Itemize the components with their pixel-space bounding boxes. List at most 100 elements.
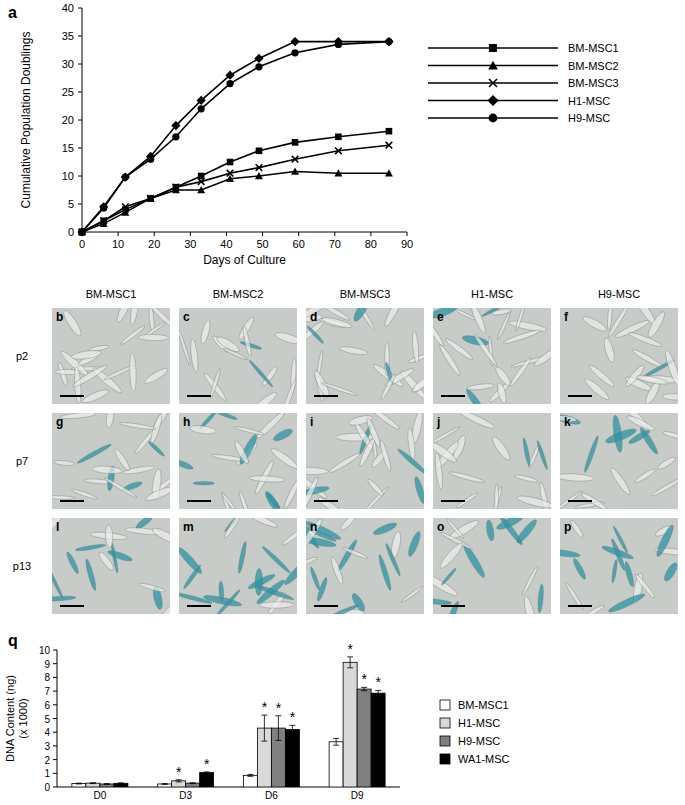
error-bar <box>190 782 196 784</box>
tick <box>78 176 82 177</box>
cell <box>612 526 629 554</box>
bar <box>100 784 114 787</box>
tick <box>53 773 57 774</box>
column-label: H1-MSC <box>471 288 513 300</box>
cell <box>461 542 487 579</box>
cell <box>645 310 667 340</box>
cell <box>84 558 97 591</box>
tick <box>53 663 57 664</box>
marker <box>122 173 129 180</box>
micrograph-bg <box>179 308 297 404</box>
cell <box>516 494 551 509</box>
marker <box>100 204 107 211</box>
significance: * <box>276 700 282 716</box>
cell <box>400 585 423 603</box>
x-label: Days of Culture <box>203 253 286 267</box>
tick <box>298 232 299 236</box>
marker <box>384 37 393 46</box>
bar <box>72 784 86 787</box>
marker <box>292 156 299 163</box>
marker <box>79 229 86 236</box>
tick-label: 9 <box>44 659 50 670</box>
scale-bar <box>187 605 211 607</box>
tick-label: 30 <box>184 238 196 250</box>
bar <box>86 783 100 787</box>
legend-label: H9-MSC <box>458 735 500 747</box>
tick-label: 8 <box>44 672 50 683</box>
bar <box>186 783 200 787</box>
error-bar <box>118 782 124 784</box>
cell <box>129 308 140 325</box>
legend-label: H1-MSC <box>458 717 500 729</box>
tick-label: 2 <box>44 755 50 766</box>
significance: * <box>290 709 296 725</box>
cell <box>272 427 294 443</box>
cell <box>411 330 419 364</box>
cell <box>627 429 650 446</box>
cell <box>537 584 544 613</box>
error-bar <box>289 725 295 733</box>
legend: BM-MSC1BM-MSC2BM-MSC3H1-MSCH9-MSC <box>428 42 619 124</box>
cell <box>623 561 635 587</box>
marker <box>334 169 342 176</box>
cell <box>514 474 539 484</box>
bar <box>357 689 371 787</box>
error-bar <box>247 774 253 776</box>
micrograph-bg <box>560 518 678 614</box>
panel-label: c <box>183 310 190 324</box>
marker <box>386 142 393 149</box>
cell <box>440 567 457 586</box>
marker <box>173 184 180 191</box>
cell <box>351 308 370 323</box>
marker <box>291 168 299 175</box>
cell <box>587 363 616 389</box>
cell <box>306 556 318 568</box>
category-label: D6 <box>265 790 278 801</box>
panel-label: f <box>564 310 569 324</box>
tick <box>334 232 335 236</box>
tick-label: 5 <box>44 714 50 725</box>
cell <box>396 447 424 476</box>
marker <box>335 134 342 141</box>
category-label: D9 <box>351 790 364 801</box>
cell <box>481 308 511 318</box>
cell <box>321 381 358 396</box>
cell <box>306 476 320 509</box>
panel-label: o <box>437 520 444 534</box>
cell <box>261 545 291 574</box>
row-label: p13 <box>13 560 31 572</box>
scale-bar <box>60 500 84 502</box>
marker <box>225 71 234 80</box>
cell <box>656 455 676 471</box>
tick <box>53 691 57 692</box>
cell <box>514 308 526 332</box>
tick <box>78 120 82 121</box>
cell <box>218 581 224 602</box>
error-bar <box>90 782 96 784</box>
cell <box>214 413 237 421</box>
significance: * <box>262 699 268 715</box>
tick <box>53 759 57 760</box>
marker <box>489 114 498 123</box>
micrograph <box>560 308 678 404</box>
y-label: Cumulative Population Doublings <box>19 32 33 209</box>
legend: BM-MSC1H1-MSCH9-MSCWA1-MSC <box>440 699 510 765</box>
cell <box>485 519 495 541</box>
tick <box>78 8 82 9</box>
tick <box>407 232 408 236</box>
bar <box>371 693 385 787</box>
column-label: BM-MSC2 <box>213 288 264 300</box>
cell <box>473 333 499 367</box>
error-bar <box>361 687 367 690</box>
cell <box>248 390 279 404</box>
cell <box>502 328 541 345</box>
cell <box>636 374 668 386</box>
cell <box>654 524 675 558</box>
micrograph <box>433 308 551 404</box>
legend-swatch <box>440 700 450 710</box>
micrograph-bg <box>179 413 297 509</box>
micrograph-bg <box>433 518 551 614</box>
cell <box>611 559 618 583</box>
cell <box>52 595 76 602</box>
marker <box>171 121 180 130</box>
